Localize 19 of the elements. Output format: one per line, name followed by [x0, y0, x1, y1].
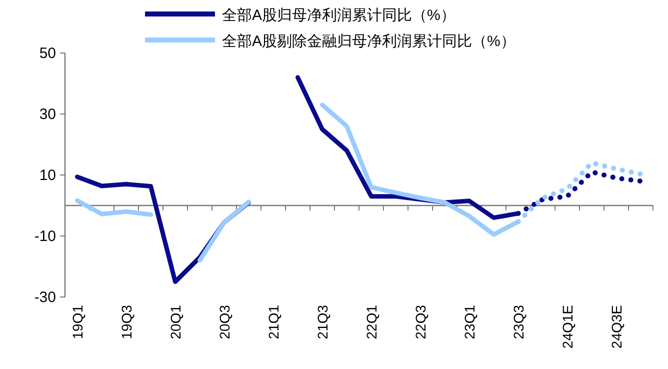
x-tick-label: 19Q1 — [69, 304, 86, 340]
x-tick-label: 19Q3 — [118, 304, 134, 340]
x-tick-label: 24Q3E — [608, 305, 624, 349]
legend-label: 全部A股剔除金融归母净利润累计同比（%） — [222, 33, 516, 50]
y-tick-label: -10 — [34, 228, 56, 245]
x-tick-label: 21Q1 — [265, 304, 282, 340]
x-tick-label: 22Q1 — [363, 304, 380, 340]
x-tick-label: 20Q1 — [167, 304, 184, 340]
y-tick-label: -30 — [34, 289, 56, 306]
y-tick-label: 10 — [39, 167, 56, 184]
x-tick-label: 21Q3 — [314, 304, 330, 340]
x-tick-label: 23Q3 — [510, 304, 526, 340]
y-tick-label: 30 — [39, 106, 56, 123]
x-tick-label: 22Q3 — [412, 304, 428, 340]
x-tick-label: 23Q1 — [461, 304, 478, 340]
x-tick-label: 24Q1E — [559, 305, 576, 349]
x-tick-label: 20Q3 — [216, 304, 232, 340]
legend-label: 全部A股归母净利润累计同比（%） — [222, 7, 456, 24]
y-tick-label: 50 — [39, 45, 56, 62]
